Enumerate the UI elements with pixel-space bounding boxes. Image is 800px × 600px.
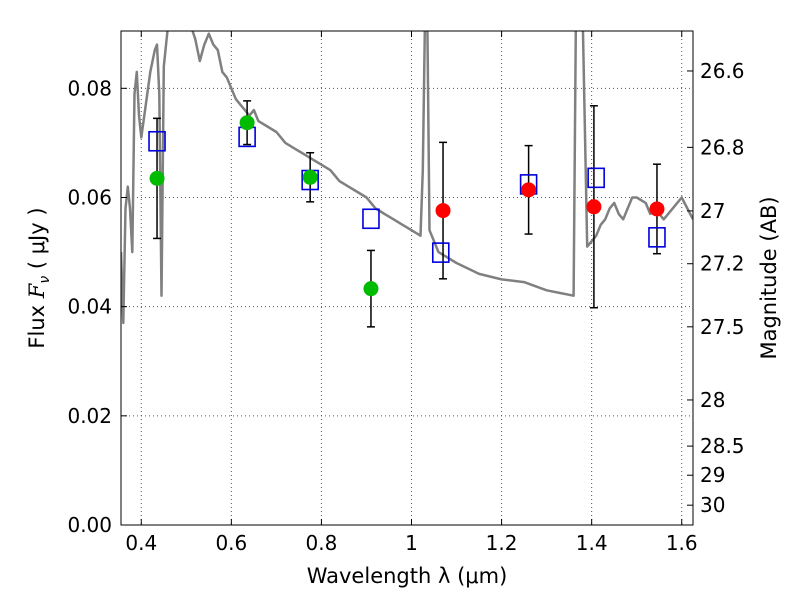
- x-axis-label: Wavelength λ (μm): [307, 564, 508, 588]
- y-tick-label: 0.06: [67, 185, 112, 209]
- y-axis-label-suffix: ( μJy ): [25, 207, 49, 275]
- y-tick-label: 0.04: [67, 295, 112, 319]
- y-axis-ticks: 0.00 0.02 0.04 0.06 0.08: [67, 76, 127, 537]
- x-tick-label: 0.4: [125, 531, 157, 555]
- model-box: [362, 208, 380, 230]
- observed-point-green: [363, 281, 379, 297]
- y-tick-label: 0.02: [67, 404, 112, 428]
- x-tick-label: 1.2: [486, 531, 518, 555]
- y2-tick-label: 27.5: [700, 315, 745, 339]
- y2-axis-ticks: 26.6 26.8 27 27.2 27.5 28 28.5 29 30: [687, 59, 745, 517]
- y2-tick-label: 27.2: [700, 252, 745, 276]
- observed-point-red: [586, 199, 602, 215]
- observed-point-green: [149, 170, 165, 186]
- y2-tick-label: 28: [700, 388, 725, 412]
- x-tick-label: 0.8: [306, 531, 338, 555]
- y2-tick-label: 26.8: [700, 135, 745, 159]
- y-tick-label: 0.00: [67, 513, 112, 537]
- x-tick-label: 0.6: [215, 531, 247, 555]
- y2-tick-label: 30: [700, 493, 725, 517]
- y2-axis-label: Magnitude (AB): [757, 196, 781, 359]
- model-box: [431, 242, 450, 263]
- plot-frame: [120, 30, 694, 526]
- x-tick-label: 1.6: [666, 531, 698, 555]
- observed-point-green: [302, 169, 318, 185]
- y2-tick-label: 27: [700, 199, 725, 223]
- y-axis-label-subscript: ν: [37, 276, 53, 284]
- x-axis-ticks: 0.4 0.6 0.8 1 1.2 1.4 1.6: [125, 31, 698, 555]
- sed-model-curve: [121, 31, 693, 325]
- model-box: [148, 130, 166, 152]
- x-tick-label: 1.4: [576, 531, 608, 555]
- sed-line: [121, 31, 693, 325]
- grid-lines: [121, 31, 693, 525]
- model-photometry-boxes: [148, 126, 666, 263]
- observed-point-red: [649, 201, 665, 217]
- observed-points: [149, 115, 665, 297]
- plot-background: [121, 31, 693, 525]
- x-tick-label: 1: [405, 531, 418, 555]
- y-axis-label-prefix: Flux: [25, 298, 49, 348]
- observed-point-green: [239, 115, 255, 131]
- y2-tick-label: 28.5: [700, 434, 745, 458]
- model-box: [648, 227, 666, 248]
- observed-point-red: [435, 203, 451, 219]
- y-axis-label-symbol: F: [25, 282, 49, 299]
- y-tick-label: 0.08: [67, 76, 112, 100]
- model-box: [587, 167, 605, 189]
- observed-point-red: [521, 182, 537, 198]
- y-axis-label: Flux Fν ( μJy ): [25, 207, 53, 348]
- y2-tick-label: 29: [700, 463, 725, 487]
- y2-tick-label: 26.6: [700, 59, 745, 83]
